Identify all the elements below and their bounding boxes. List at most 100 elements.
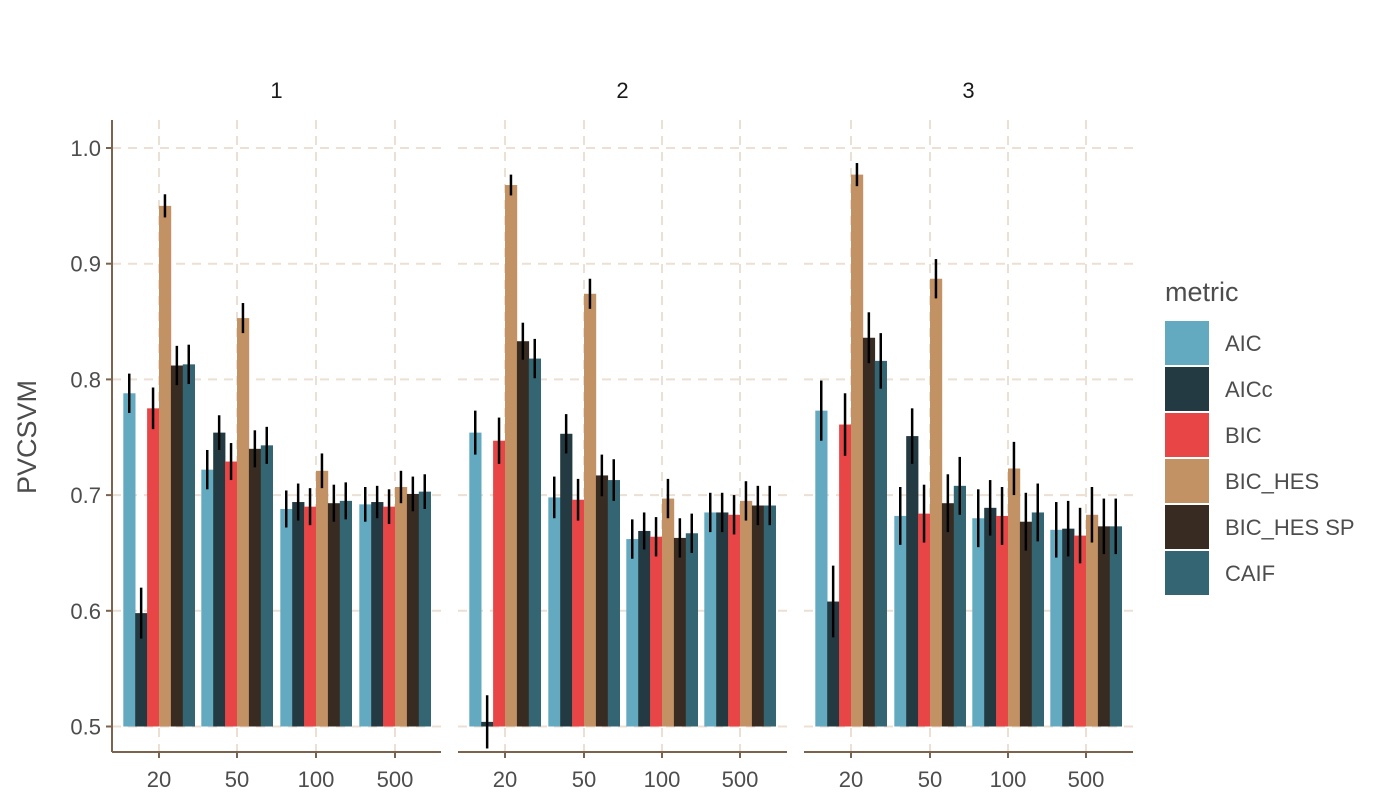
panel-3-bar-bic-hes-sp-50 — [941, 503, 955, 727]
y-tick-label: 0.8 — [70, 367, 101, 392]
panel-2-bar-aic-50 — [548, 497, 561, 727]
panel-2-x-tick-label: 500 — [722, 767, 759, 792]
panel-2-bar-caif-500 — [763, 505, 776, 727]
panel-2-bar-bic-100 — [650, 536, 663, 727]
panel-1-bar-aicc-50 — [213, 432, 226, 727]
panel-3-bar-caif-50 — [953, 485, 966, 727]
panel-2-strip-label: 2 — [616, 78, 628, 103]
panel-2-x-tick-label: 50 — [572, 767, 596, 792]
panel-2-bar-bic-50 — [572, 499, 585, 727]
legend-swatch-bic — [1165, 413, 1209, 457]
panel-1-bar-caif-100 — [339, 500, 352, 727]
panel-1-x-tick-label: 20 — [147, 767, 171, 792]
panel-2-bar-bic-hes-50 — [584, 293, 597, 727]
y-tick-label: 0.6 — [70, 599, 101, 624]
panel-3-bar-caif-100 — [1031, 512, 1044, 727]
legend: metric AIC AICc BIC BIC_HES BIC_HES SP CAIF — [1165, 277, 1355, 595]
y-tick-label: 0.9 — [70, 252, 101, 277]
panel-2-bar-bic-hes-100 — [662, 498, 675, 727]
legend-swatch-bic-hes-sp — [1165, 505, 1209, 549]
panel-2-bar-aicc-500 — [716, 512, 729, 727]
panel-3-bar-bic-100 — [996, 515, 1009, 727]
panel-1-bar-aic-100 — [280, 508, 293, 727]
panel-3-bar-aic-500 — [1050, 529, 1063, 727]
panel-3-bar-aic-50 — [894, 515, 907, 727]
panel-3-bar-aic-20 — [815, 410, 828, 727]
panel-3-bar-bic-hes-sp-20 — [862, 337, 876, 727]
panel-2-bar-bic-500 — [728, 514, 741, 727]
panel-3-bar-aic-100 — [972, 518, 985, 727]
panel-1-x-tick-label: 500 — [377, 767, 414, 792]
panel-1-bar-bic-100 — [304, 506, 317, 727]
panel-2-bar-aic-20 — [469, 432, 482, 727]
panel-2-bar-caif-100 — [685, 533, 698, 727]
panel-1-bar-bic-hes-50 — [237, 318, 250, 727]
panel-2-bar-aic-100 — [626, 539, 639, 727]
panel-2-bar-caif-50 — [607, 480, 620, 727]
panel-1-bar-aicc-20 — [135, 613, 148, 727]
panel-1-bar-caif-500 — [418, 491, 431, 727]
panel-1-x-tick-label: 50 — [225, 767, 249, 792]
panel-1-bar-bic-20 — [147, 408, 160, 727]
panel-1-bar-bic-hes-100 — [316, 470, 329, 727]
y-axis-title: PVCSVM — [12, 380, 42, 494]
panel-3-bar-caif-500 — [1109, 526, 1122, 727]
panel-3-x-tick-label: 100 — [990, 767, 1027, 792]
panel-1-bar-aic-20 — [123, 393, 136, 727]
y-tick-label: 0.7 — [70, 483, 101, 508]
panel-1-bar-bic-hes-sp-20 — [170, 365, 184, 727]
legend-swatch-caif — [1165, 551, 1209, 595]
panel-1-bar-aicc-500 — [371, 502, 384, 727]
panel-1-bar-aicc-100 — [292, 502, 305, 727]
panel-1-bar-caif-20 — [182, 364, 195, 727]
panel-1-bar-aic-500 — [359, 504, 372, 727]
panel-3-bar-bic-hes-20 — [851, 174, 864, 727]
panel-3-bar-bic-500 — [1074, 535, 1087, 727]
panel-3-x-tick-label: 500 — [1068, 767, 1105, 792]
panel-3-bar-bic-hes-sp-500 — [1097, 526, 1111, 727]
panel-3-bar-aicc-500 — [1062, 528, 1075, 727]
panel-1-bar-bic-hes-sp-500 — [406, 493, 420, 727]
panel-1-bar-bic-hes-20 — [159, 205, 172, 727]
panel-1-bar-bic-hes-500 — [395, 487, 408, 727]
panel-2-bar-aicc-50 — [560, 433, 573, 727]
legend-label-caif: CAIF — [1225, 561, 1275, 586]
legend-swatch-bic-hes — [1165, 459, 1209, 503]
panel-2-bar-bic-20 — [493, 440, 506, 727]
y-tick-label: 0.5 — [70, 715, 101, 740]
panel-2-bar-bic-hes-sp-100 — [673, 537, 687, 727]
panel-1-x-tick-label: 100 — [298, 767, 335, 792]
legend-label-aic: AIC — [1225, 331, 1262, 356]
panel-2-bar-bic-hes-20 — [505, 185, 518, 727]
legend-swatch-aicc — [1165, 367, 1209, 411]
panel-3-bar-aicc-100 — [984, 507, 997, 727]
panel-3-bar-aicc-50 — [906, 436, 919, 727]
panel-3-bar-bic-hes-sp-100 — [1019, 521, 1033, 727]
panel-1-bar-bic-50 — [225, 461, 238, 727]
panel-3-bar-bic-hes-500 — [1086, 514, 1099, 727]
panel-2-bar-aic-500 — [704, 512, 717, 727]
panel-2-bar-bic-hes-sp-50 — [595, 475, 609, 727]
bars-layer — [123, 163, 1122, 749]
panel-3-bar-bic-hes-100 — [1008, 468, 1021, 727]
legend-label-bic: BIC — [1225, 423, 1262, 448]
panel-2-bar-bic-hes-500 — [740, 500, 753, 727]
panel-1-bar-bic-500 — [383, 506, 396, 727]
panel-1-bar-aic-50 — [201, 469, 214, 727]
panel-2-bar-aicc-100 — [638, 530, 651, 727]
panel-2-bar-bic-hes-sp-500 — [751, 505, 765, 727]
panel-1-bar-bic-hes-sp-50 — [248, 448, 262, 727]
legend-title: metric — [1165, 277, 1239, 307]
panel-3-bar-bic-hes-50 — [930, 278, 943, 727]
panel-2-x-tick-label: 100 — [644, 767, 681, 792]
panel-1-strip-label: 1 — [270, 78, 282, 103]
legend-label-bic-hes-sp: BIC_HES SP — [1225, 515, 1355, 540]
panel-3-bar-aicc-20 — [827, 601, 840, 727]
y-tick-label: 1.0 — [70, 136, 101, 161]
axes-layer: 20 50 100 500 1 20 50 100 500 2 20 50 100 500 3 0.5 0.6 0… — [70, 78, 1133, 792]
panel-3-x-tick-label: 20 — [839, 767, 863, 792]
panel-2-bar-bic-hes-sp-20 — [516, 341, 530, 727]
panel-1-bar-caif-50 — [260, 445, 273, 727]
